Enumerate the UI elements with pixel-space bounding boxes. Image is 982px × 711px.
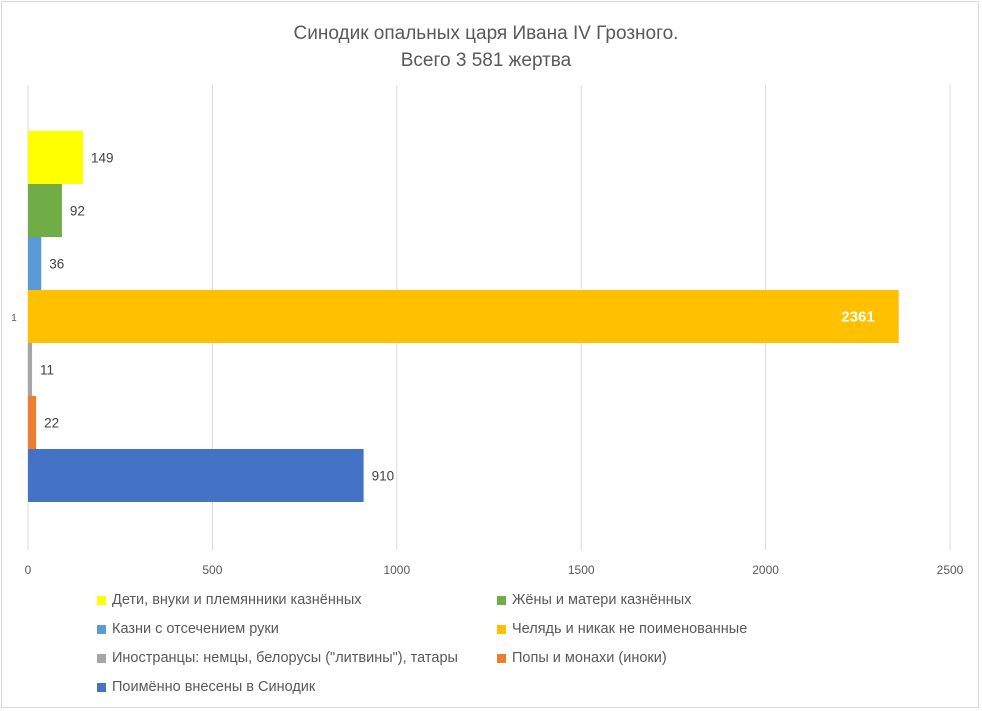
legend-item: Казни с отсечением руки (97, 619, 279, 639)
bar (28, 396, 37, 449)
legend-item: Дети, внуки и племянники казнённых (97, 590, 362, 610)
data-label: 11 (40, 363, 54, 378)
legend-swatch (497, 653, 506, 663)
chart-title: Синодик опальных царя Ивана IV Грозного.… (2, 20, 970, 74)
legend-item: Попы и монахи (иноки) (497, 648, 667, 668)
legend-swatch (497, 624, 506, 634)
bar (28, 343, 33, 396)
x-tick-label: 500 (202, 563, 222, 577)
legend-label: Попы и монахи (иноки) (512, 650, 667, 666)
bar (28, 237, 42, 290)
data-label: 22 (44, 416, 59, 431)
data-label: 2361 (841, 309, 874, 326)
legend-item: Иностранцы: немцы, белорусы ("литвины"),… (97, 648, 458, 668)
legend-swatch (97, 624, 106, 634)
legend-label: Поимённо внесены в Синодик (112, 679, 316, 695)
legend-label: Жёны и матери казнённых (512, 592, 692, 608)
legend-swatch (97, 682, 106, 692)
bar (28, 184, 62, 237)
legend-label: Казни с отсечением руки (112, 621, 279, 637)
legend-swatch (497, 595, 506, 605)
legend-item: Челядь и никак не поименованные (497, 619, 747, 639)
legend-item: Жёны и матери казнённых (497, 590, 691, 610)
chart-title-line-1: Синодик опальных царя Ивана IV Грозного. (293, 23, 679, 44)
legend-item: Поимённо внесены в Синодик (97, 677, 315, 697)
x-tick-label: 0 (25, 563, 32, 577)
legend-label: Дети, внуки и племянники казнённых (112, 592, 362, 608)
legend-swatch (97, 653, 106, 663)
y-category-label: 1 (11, 313, 17, 324)
legend-label: Иностранцы: немцы, белорусы ("литвины"),… (112, 650, 458, 666)
data-label: 910 (372, 469, 395, 484)
data-label: 149 (91, 151, 114, 166)
legend-swatch (97, 595, 106, 605)
x-tick-label: 2500 (937, 563, 964, 577)
x-tick-label: 1000 (383, 563, 410, 577)
data-label: 92 (70, 204, 85, 219)
bar (28, 131, 83, 184)
chart-title-line-2: Всего 3 581 жертва (400, 50, 572, 71)
data-label: 36 (49, 257, 64, 272)
bar (28, 449, 364, 502)
bar (28, 290, 899, 343)
x-tick-label: 1500 (568, 563, 595, 577)
x-tick-label: 2000 (752, 563, 779, 577)
legend-label: Челядь и никак не поименованные (512, 621, 748, 637)
